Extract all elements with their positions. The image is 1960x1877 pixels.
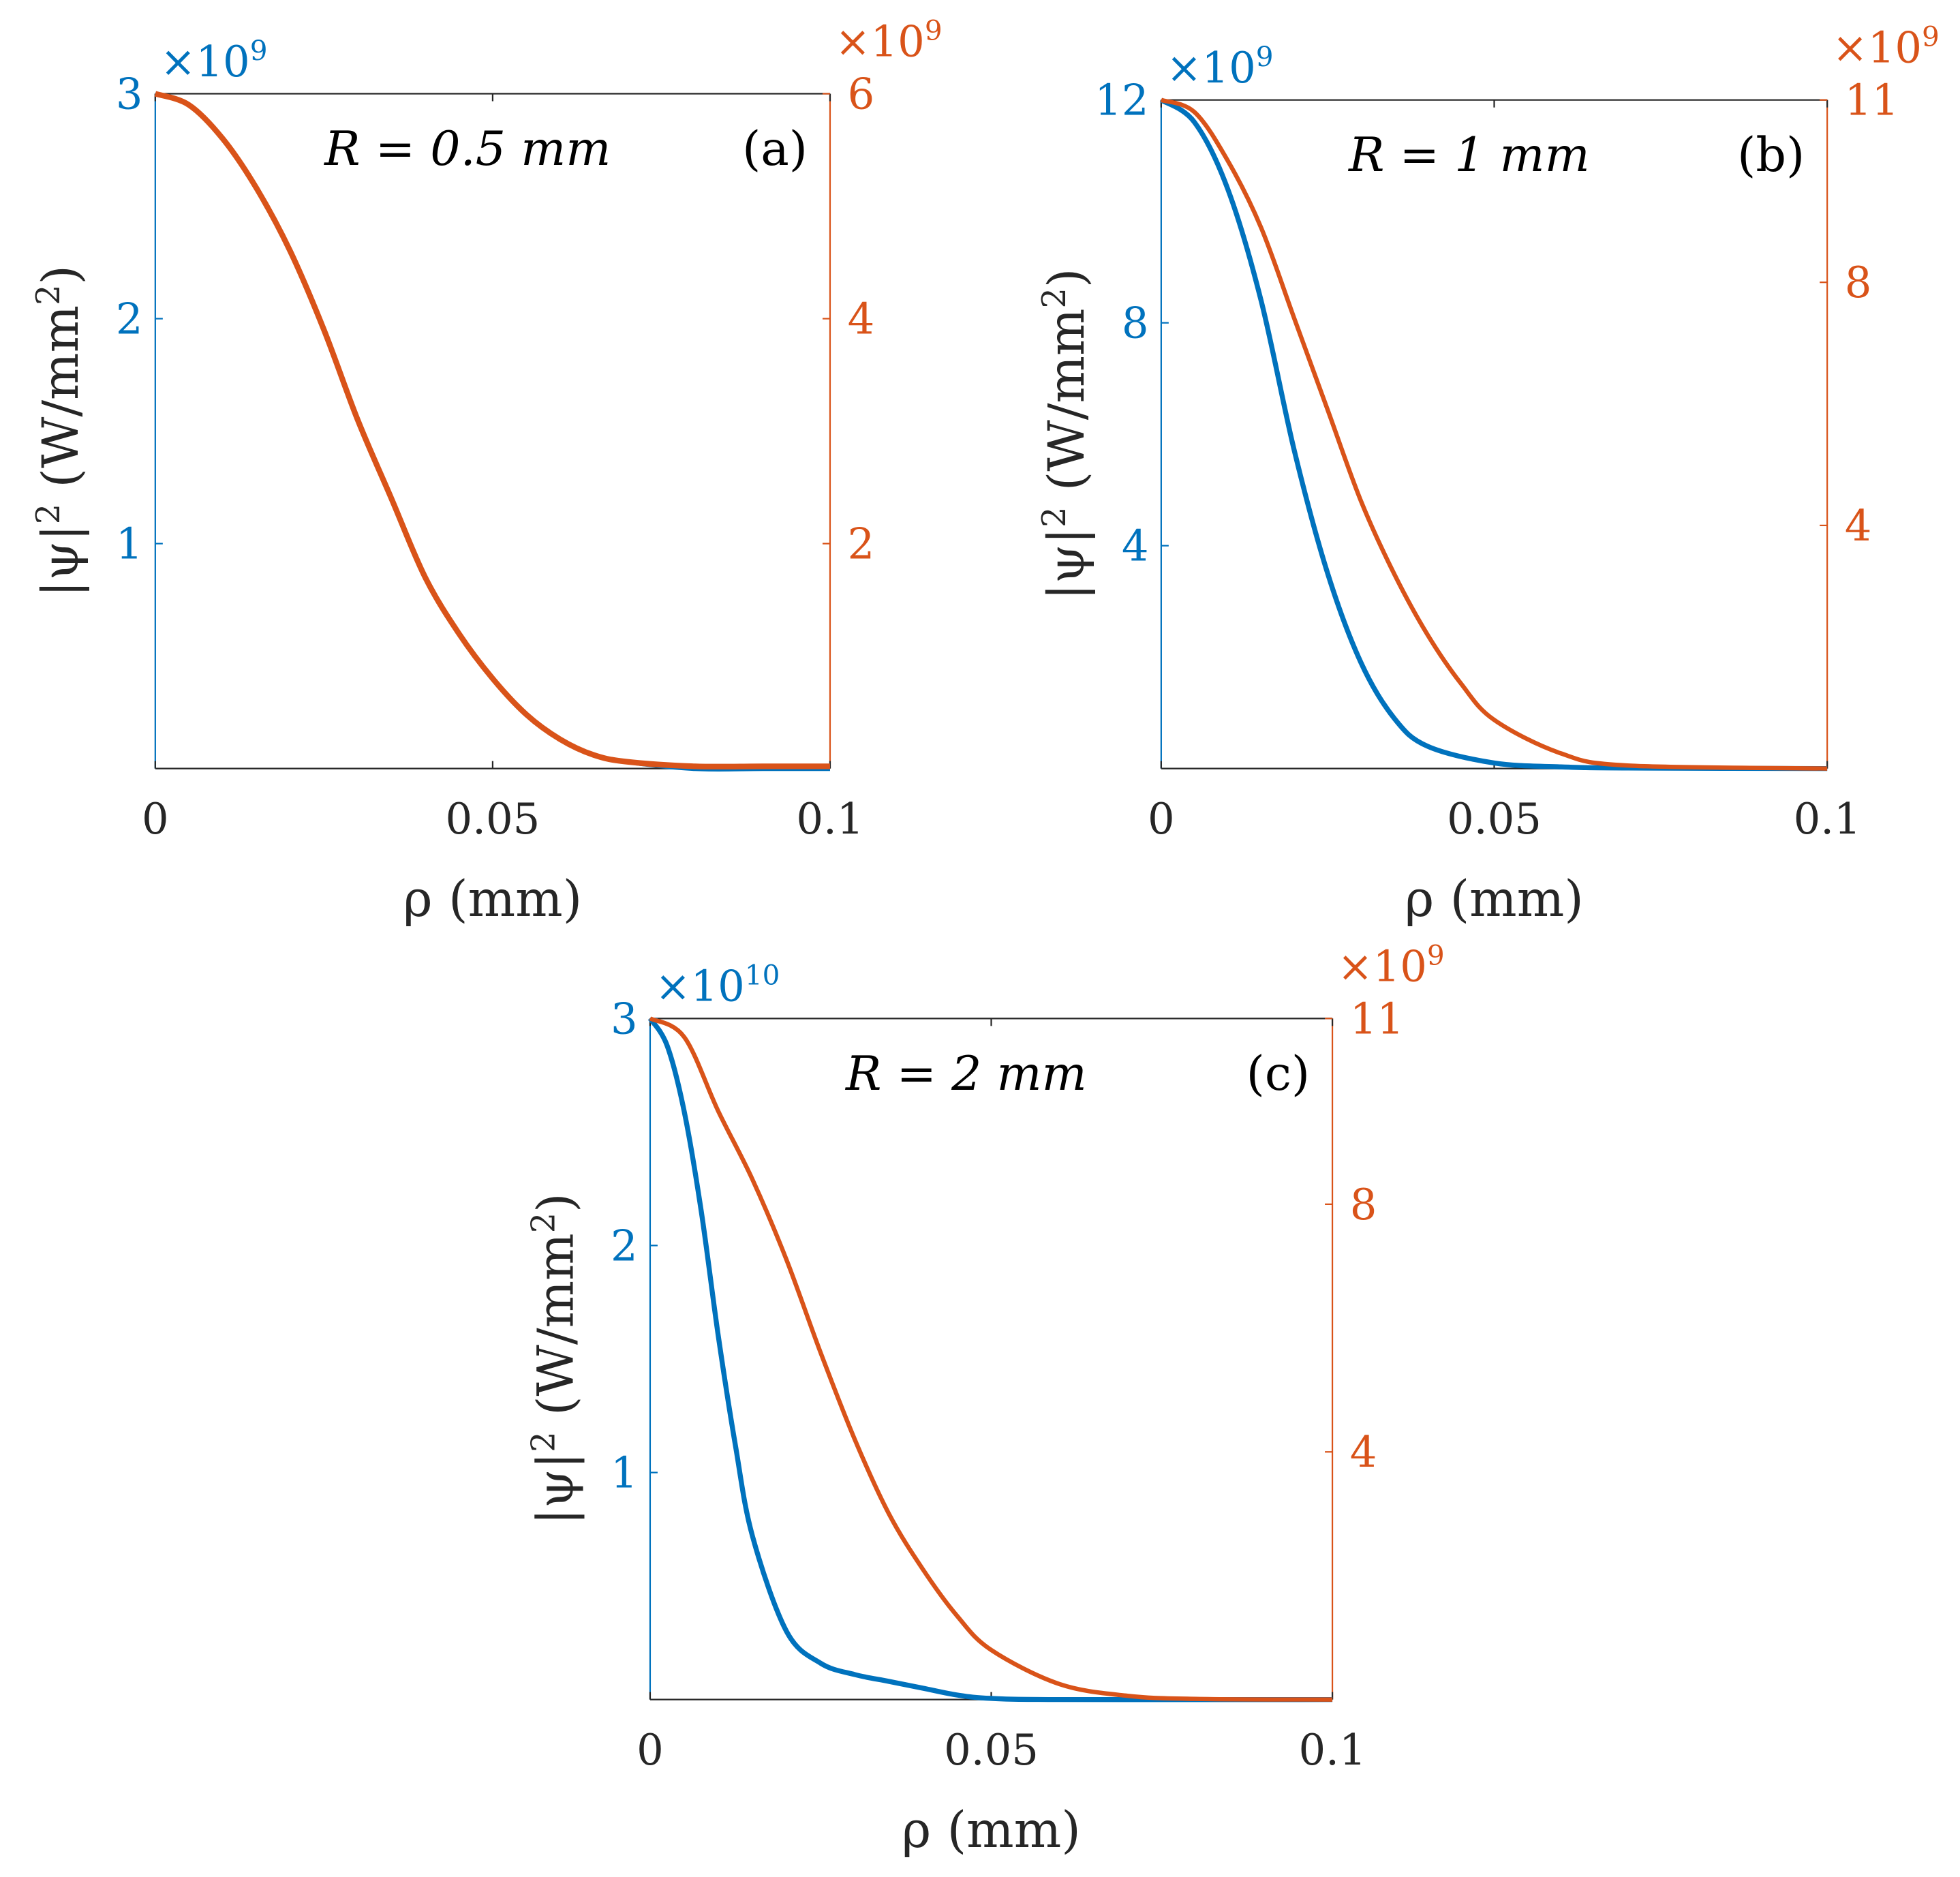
x-tick-label: 0.1 (1299, 1725, 1366, 1775)
left-axis-multiplier-exponent: 10 (745, 959, 780, 992)
right-axis-multiplier-exponent: 9 (925, 14, 943, 47)
y-axis-label: |ψ|2 (W/mm2) (1036, 269, 1097, 600)
y-axis-label: |ψ|2 (W/mm2) (30, 265, 91, 597)
radius-annotation: R = 0.5 mm (323, 121, 611, 177)
panel-label: (c) (1246, 1046, 1310, 1101)
x-axis-label: ρ (mm) (403, 870, 583, 928)
right-y-tick-label: 8 (1350, 1180, 1377, 1230)
radius-annotation: R = 2 mm (844, 1046, 1087, 1101)
right-axis-multiplier-exponent: 9 (1427, 938, 1445, 971)
left-axis-multiplier: ×109 (160, 34, 267, 87)
x-tick-label: 0 (637, 1725, 664, 1775)
series-line-right (154, 91, 830, 769)
right-axis-multiplier: ×109 (1832, 20, 1939, 73)
left-y-tick-label: 2 (116, 294, 143, 344)
series-line-left (154, 91, 830, 772)
series-line-left (647, 1017, 1333, 1703)
right-y-tick-label: 4 (1350, 1427, 1377, 1477)
series-line-left (1159, 97, 1828, 772)
chart-panel-c: 0 0.05 0.1 1 2 3 4 8 11 ×1010 ×109 R = 2 mm (c) ρ (mm… (525, 938, 1445, 1859)
left-y-tick-label: 4 (1122, 521, 1149, 571)
y-axis-label-unit: (W/mm (527, 1233, 585, 1431)
y-axis-label-close: ) (527, 1193, 585, 1212)
y-axis-label: |ψ|2 (W/mm2) (525, 1193, 585, 1525)
right-axis-multiplier-exponent: 9 (1922, 20, 1940, 53)
left-y-tick-label: 3 (116, 70, 143, 119)
right-y-tick-label: 4 (1845, 501, 1872, 551)
y-axis-label-exponent: 2 (30, 504, 67, 524)
left-axis-multiplier: ×1010 (655, 959, 780, 1011)
x-axis-label: ρ (mm) (902, 1801, 1081, 1859)
y-axis-label-unit-exponent: 2 (30, 285, 67, 305)
y-axis-label-unit: (W/mm (1038, 308, 1096, 506)
y-axis-label-close: ) (32, 265, 90, 285)
panel-label: (a) (742, 121, 808, 177)
left-y-tick-label: 1 (611, 1448, 638, 1498)
x-tick-label: 0.1 (1794, 794, 1861, 844)
y-axis-label-exponent: 2 (1036, 507, 1073, 528)
y-axis-label-close: ) (1038, 269, 1096, 288)
series-line-right (649, 1016, 1333, 1702)
right-y-tick-label: 11 (1350, 994, 1404, 1043)
y-axis-label-unit-exponent: 2 (525, 1212, 562, 1233)
left-y-tick-label: 3 (611, 994, 638, 1043)
panel-label: (b) (1737, 127, 1805, 183)
left-y-tick-label: 8 (1122, 299, 1149, 348)
y-axis-label-unit-exponent: 2 (1036, 288, 1073, 308)
x-tick-label: 0.05 (944, 1725, 1039, 1775)
left-y-tick-label: 12 (1094, 76, 1148, 125)
x-tick-label: 0 (142, 794, 169, 844)
right-axis-multiplier: ×109 (1337, 938, 1444, 991)
x-tick-label: 0.05 (1447, 794, 1542, 844)
x-tick-label: 0 (1148, 794, 1175, 844)
left-y-tick-label: 2 (611, 1221, 638, 1270)
left-axis-multiplier-exponent: 9 (1256, 40, 1274, 73)
x-tick-label: 0.05 (446, 794, 540, 844)
left-axis-multiplier-exponent: 9 (250, 34, 268, 67)
right-y-tick-label: 2 (848, 519, 875, 569)
right-y-tick-label: 11 (1845, 76, 1899, 125)
left-y-tick-label: 1 (116, 519, 143, 569)
left-axis-multiplier: ×109 (1166, 40, 1273, 93)
right-y-tick-label: 4 (848, 294, 875, 344)
radius-annotation: R = 1 mm (1347, 127, 1590, 183)
y-axis-label-exponent: 2 (525, 1431, 562, 1452)
y-axis-label-unit: (W/mm (32, 305, 90, 504)
x-axis-label: ρ (mm) (1405, 870, 1584, 928)
series-line-right (1160, 97, 1828, 771)
x-tick-label: 0.1 (796, 794, 863, 844)
right-axis-multiplier: ×109 (835, 14, 942, 67)
right-y-tick-label: 6 (848, 70, 875, 119)
right-y-tick-label: 8 (1845, 258, 1872, 307)
